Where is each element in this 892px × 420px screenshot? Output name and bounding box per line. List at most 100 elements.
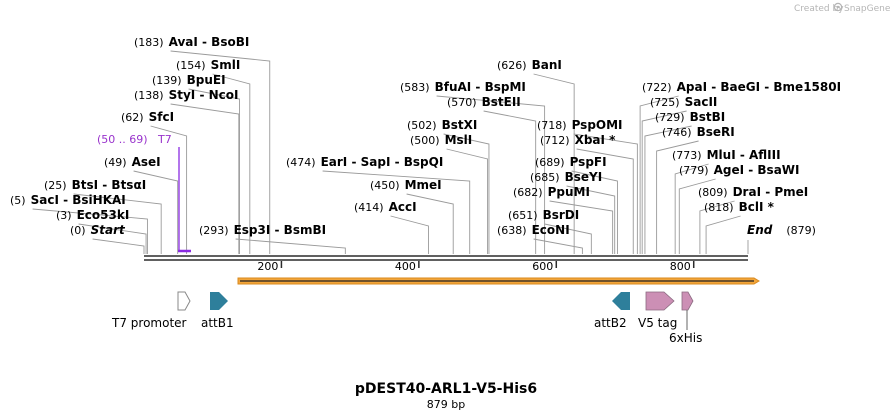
restriction-site-12[interactable]: (414) AccI [354,200,417,214]
restriction-site-20[interactable]: (718) PspOMI [537,118,623,132]
restriction-site-19[interactable]: (638) EcoNI [497,223,570,237]
site-position: (773) [672,149,702,162]
site-position: (5) [10,194,26,207]
site-leader [678,178,716,254]
site-leader [533,238,583,254]
t7-site-name: T7 [157,133,172,146]
restriction-site-23[interactable]: (685) BseYI [530,170,602,184]
restriction-site-30[interactable]: (779) AgeI - BsaWI [679,163,800,177]
restriction-site-15[interactable]: (570) BstEII [447,95,521,109]
site-labels: (183) AvaI - BsoBI (154) SmlI(139) BpuEI(138… [10,35,841,237]
site-leader [188,88,240,254]
site-position: (62) [121,111,144,124]
restriction-site-11[interactable]: (450) MmeI [370,178,442,192]
site-name: BtsI - BtsαI [72,178,147,192]
site-leader [150,125,188,254]
restriction-site-32[interactable]: (818) BclI * [704,200,775,214]
site-leader [576,148,634,254]
attb2-arrow-icon [612,292,630,310]
site-leader [566,185,616,254]
site-name: BseYI [565,170,603,184]
feature-attb2[interactable]: attB2 [594,292,630,330]
feature-attb1[interactable]: attB1 [201,292,234,330]
restriction-site-22[interactable]: (689) PspFI [535,155,607,169]
site-name: SacII [685,95,718,109]
tick-label: 800 [670,260,691,273]
site-name: BanI [532,58,562,72]
restriction-site-0[interactable]: (183) AvaI - BsoBI [134,35,249,49]
restriction-site-31[interactable]: (809) DraI - PmeI [698,185,808,199]
feature-v5-tag[interactable]: V5 tag [638,291,677,330]
restriction-site-24[interactable]: (682) PpuMI [513,185,590,199]
site-leader [406,193,454,254]
restriction-site-9[interactable]: (293) Esp3I - BsmBI [199,223,326,237]
6xhis-arrow-icon [681,291,694,311]
site-name: AccI [389,200,417,214]
site-leader [549,200,614,254]
site-name: MslI [445,133,473,147]
restriction-site-21[interactable]: (712) XbaI * [540,133,616,147]
restriction-site-26[interactable]: (725) SacII [650,95,717,109]
restriction-site-10[interactable]: (474) EarI - SapI - BspQI [286,155,443,169]
restriction-site-28[interactable]: (746) BseRI [662,125,735,139]
site-leader [73,193,162,254]
site-name: MmeI [405,178,442,192]
attb2-label: attB2 [594,316,627,330]
credit-text: Created by [794,4,844,14]
site-position: (809) [698,186,728,199]
restriction-site-25[interactable]: (722) ApaI - BaeGI - Bme1580I [642,80,841,94]
site-position: (139) [152,74,182,87]
restriction-site-5[interactable]: (49) AseI [104,155,161,169]
site-name: MluI - AflIII [707,148,781,162]
snapgene-logo-icon [833,2,843,12]
site-name: AgeI - BsaWI [714,163,800,177]
site-leader [212,73,251,254]
restriction-site-13[interactable]: (626) BanI [497,58,562,72]
orf-arrow[interactable] [237,277,760,285]
site-name: BfuAI - BspMI [435,80,526,94]
site-name: ApaI - BaeGI - Bme1580I [677,80,841,94]
site-leader [390,215,429,254]
restriction-site-17[interactable]: (500) MslI [410,133,472,147]
feature-6xhis[interactable]: 6xHis [669,291,702,345]
t7-site[interactable]: (50 .. 69) T7 [97,133,191,253]
site-leader [544,223,592,254]
restriction-site-6[interactable]: (25) BtsI - BtsαI [44,178,146,192]
ruler-ticks: 200 400 600 800 [257,260,695,273]
site-position: (626) [497,59,527,72]
restriction-site-3[interactable]: (138) StyI - NcoI [134,88,238,102]
restriction-site-16[interactable]: (502) BstXI [407,118,477,132]
restriction-site-14[interactable]: (583) BfuAI - BspMI [400,80,526,94]
tick-label: 600 [532,260,553,273]
restriction-site-29[interactable]: (773) MluI - AflIII [672,148,781,162]
site-position: (583) [400,81,430,94]
site-leader [443,133,490,254]
start-marker: (0) Start [70,223,126,237]
site-name: Esp3I - BsmBI [234,223,326,237]
site-position: (293) [199,224,229,237]
site-position: (779) [679,164,709,177]
site-leader [170,103,240,254]
restriction-site-1[interactable]: (154) SmlI [176,58,240,72]
start-position: (0) [70,224,86,237]
feature-t7-promoter[interactable]: T7 promoter [111,291,191,330]
site-position: (500) [410,134,440,147]
restriction-site-18[interactable]: (651) BsrDI [508,208,579,222]
restriction-site-2[interactable]: (139) BpuEI [152,73,226,87]
site-name: XbaI * [575,133,617,147]
restriction-site-8[interactable]: (3) Eco53kI [56,208,129,222]
site-position: (183) [134,36,164,49]
site-name: BsrDI [543,208,580,222]
site-name: BstEII [482,95,521,109]
restriction-site-27[interactable]: (729) BstBI [655,110,725,124]
site-name: SfcI [149,110,174,124]
restriction-site-7[interactable]: (5) SacI - BsiHKAI [10,193,126,207]
restriction-site-4[interactable]: (62) SfcI [121,110,174,124]
tick-label: 400 [395,260,416,273]
site-name: PspOMI [572,118,623,132]
credit-brand: SnapGene [844,4,891,14]
site-name: PpuMI [548,185,590,199]
site-leader [641,110,687,254]
site-position: (746) [662,126,692,139]
